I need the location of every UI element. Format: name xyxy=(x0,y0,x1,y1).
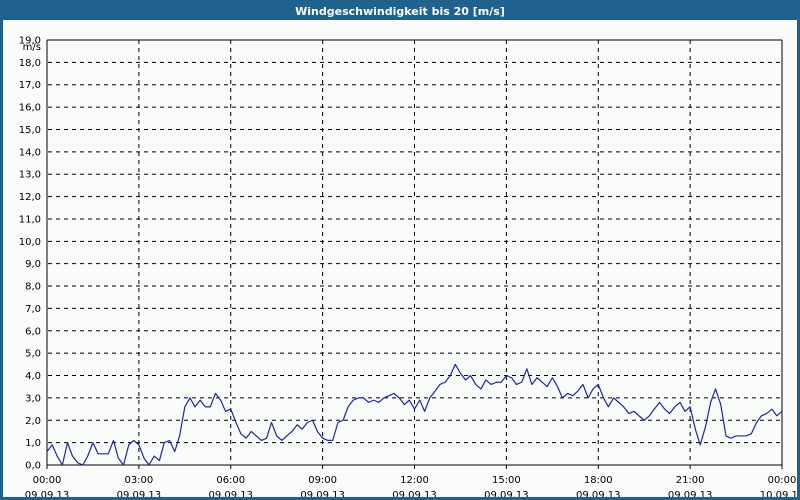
y-tick-label: 17,0 xyxy=(19,80,41,91)
y-tick-label: 4,0 xyxy=(25,371,41,382)
x-tick-date: 09.09.13 xyxy=(576,490,621,497)
y-tick-label: 8,0 xyxy=(25,282,41,293)
y-tick-label: 16,0 xyxy=(19,103,41,114)
y-tick-label: 5,0 xyxy=(25,349,41,360)
y-tick-label: 0,0 xyxy=(25,461,41,472)
y-tick-label: 13,0 xyxy=(19,170,41,181)
x-axis-tick-marks xyxy=(46,465,783,469)
x-tick-time: 00:00 xyxy=(768,475,797,486)
y-tick-label: 2,0 xyxy=(25,416,41,427)
y-tick-label: 14,0 xyxy=(19,147,41,158)
y-axis-tick-labels: 0,0 1,0 2,0 3,0 4,0 5,0 6,0 7,0 8,0 9,0 10,0 11,0 12… xyxy=(19,36,41,472)
x-tick-time: 21:00 xyxy=(676,475,705,486)
wind-speed-line-chart: 0,0 1,0 2,0 3,0 4,0 5,0 6,0 7,0 8,0 9,0 10,0 11,0 12… xyxy=(19,36,797,498)
x-tick-date: 09.09.13 xyxy=(484,490,529,497)
y-tick-label: 18,0 xyxy=(19,58,41,69)
y-tick-label: 19,0 xyxy=(19,36,41,47)
x-tick-date: 09.09.13 xyxy=(392,490,437,497)
x-tick-time: 00:00 xyxy=(33,475,62,486)
y-tick-label: 10,0 xyxy=(19,237,41,248)
x-tick-time: 09:00 xyxy=(308,475,337,486)
y-tick-label: 3,0 xyxy=(25,393,41,404)
vertical-gridlines xyxy=(138,40,691,464)
x-tick-date: 09.09.13 xyxy=(25,490,70,497)
x-tick-date: 09.09.13 xyxy=(117,490,162,497)
x-tick-time: 03:00 xyxy=(124,475,153,486)
x-tick-time: 12:00 xyxy=(400,475,429,486)
y-axis-unit-label: m/s xyxy=(23,42,41,53)
x-tick-time: 18:00 xyxy=(584,475,613,486)
y-tick-label: 1,0 xyxy=(25,438,41,449)
x-axis-tick-labels: 00:00 09.09.13 03:00 09.09.13 06:00 09.09.13 0… xyxy=(25,475,797,497)
wind-speed-series xyxy=(46,363,783,466)
y-tick-label: 15,0 xyxy=(19,125,41,136)
x-tick-date: 09.09.13 xyxy=(668,490,713,497)
x-tick-date: 10.09.13 xyxy=(760,490,797,497)
y-tick-label: 9,0 xyxy=(25,259,41,270)
window-title-bar: Windgeschwindigkeit bis 20 [m/s] xyxy=(3,3,797,20)
plot-frame xyxy=(46,39,783,466)
x-tick-date: 09.09.13 xyxy=(300,490,345,497)
plot-area-container: 0,0 1,0 2,0 3,0 4,0 5,0 6,0 7,0 8,0 9,0 10,0 11,0 12… xyxy=(3,20,797,497)
x-tick-time: 15:00 xyxy=(492,475,521,486)
y-tick-label: 7,0 xyxy=(25,304,41,315)
x-tick-time: 06:00 xyxy=(216,475,245,486)
y-tick-label: 12,0 xyxy=(19,192,41,203)
x-tick-date: 09.09.13 xyxy=(208,490,253,497)
y-tick-label: 6,0 xyxy=(25,326,41,337)
y-tick-label: 11,0 xyxy=(19,214,41,225)
